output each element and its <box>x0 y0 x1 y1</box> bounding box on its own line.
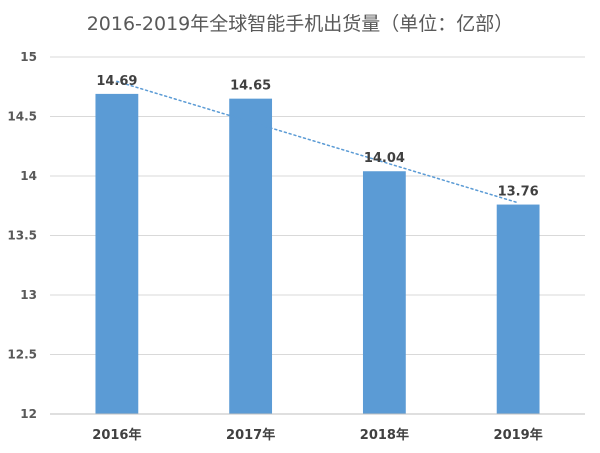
y-tick-label: 14.5 <box>7 110 37 124</box>
y-axis-ticks: 12 12.5 13 13.5 14 14.5 15 <box>7 50 37 421</box>
bar <box>229 98 273 415</box>
y-tick-label: 13.5 <box>7 229 37 243</box>
bar <box>362 171 406 414</box>
data-label: 14.69 <box>96 74 137 89</box>
x-category-label: 2016年 <box>92 427 141 443</box>
x-category-label: 2017年 <box>226 427 275 443</box>
x-category-label: 2018年 <box>360 427 409 443</box>
gridlines <box>50 56 585 355</box>
y-tick-label: 12 <box>20 407 37 421</box>
data-label: 13.76 <box>498 185 539 200</box>
bar <box>95 93 139 414</box>
chart-title: 2016-2019年全球智能手机出货量（单位：亿部） <box>87 13 514 35</box>
data-label: 14.04 <box>364 151 405 166</box>
y-tick-label: 14 <box>20 169 37 183</box>
y-tick-label: 15 <box>20 50 37 64</box>
trendline-group <box>116 80 519 204</box>
y-tick-label: 12.5 <box>7 348 37 362</box>
data-label: 14.65 <box>230 79 271 94</box>
data-labels: 14.69 14.65 14.04 13.76 <box>96 74 538 200</box>
bars <box>95 93 540 415</box>
bar <box>496 204 540 414</box>
y-tick-label: 13 <box>20 288 37 302</box>
x-category-label: 2019年 <box>494 427 543 443</box>
x-axis-categories: 2016年 2017年 2018年 2019年 <box>92 427 542 443</box>
trendline <box>116 80 519 204</box>
